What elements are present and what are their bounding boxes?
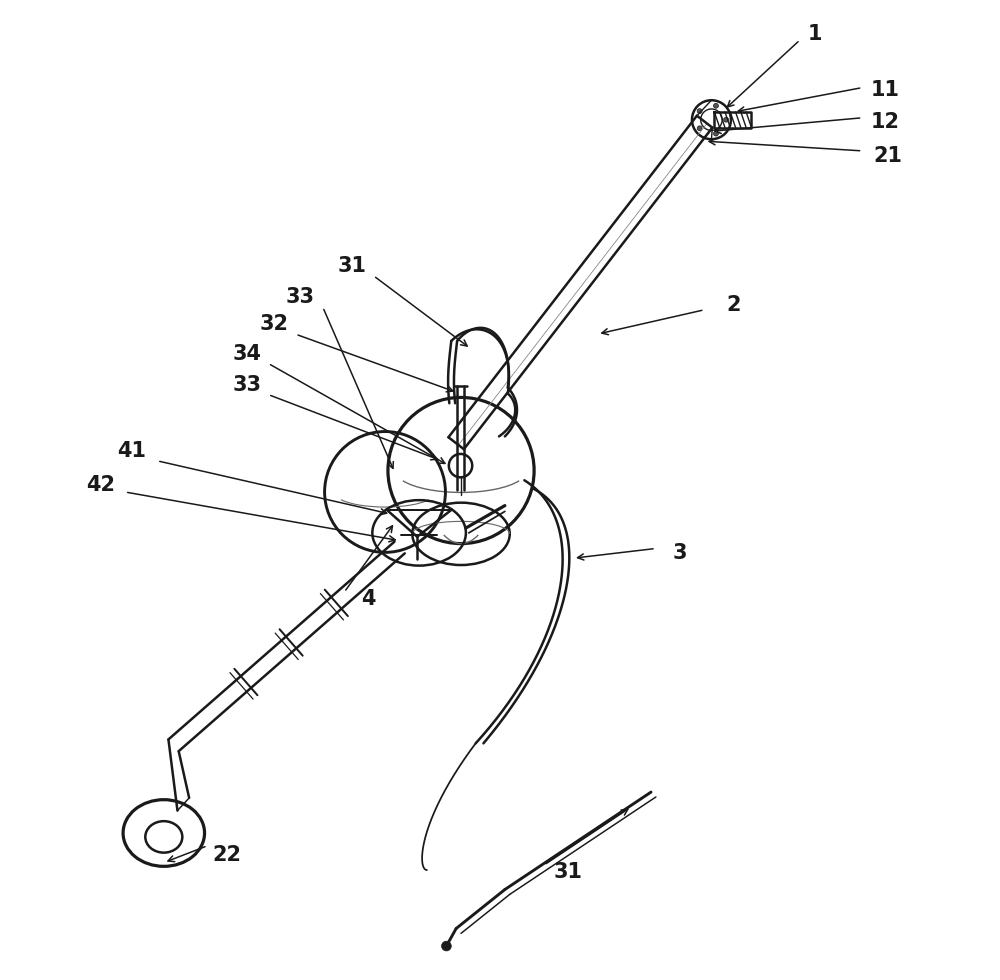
Text: 3: 3 — [673, 543, 688, 564]
Text: 4: 4 — [361, 589, 376, 610]
Text: 1: 1 — [807, 24, 822, 44]
Text: 2: 2 — [727, 295, 741, 315]
Text: 31: 31 — [337, 256, 366, 276]
Text: 21: 21 — [873, 146, 902, 166]
Text: 42: 42 — [86, 475, 115, 495]
Text: 34: 34 — [232, 344, 261, 364]
Text: 33: 33 — [232, 374, 261, 395]
Circle shape — [697, 125, 702, 130]
Circle shape — [442, 941, 451, 951]
Text: 33: 33 — [286, 287, 315, 307]
Circle shape — [724, 118, 729, 122]
Text: 32: 32 — [259, 315, 288, 334]
Circle shape — [714, 131, 718, 136]
Circle shape — [697, 109, 702, 114]
Text: 22: 22 — [213, 846, 242, 865]
Circle shape — [714, 103, 718, 108]
Text: 11: 11 — [870, 80, 899, 101]
Text: 31: 31 — [554, 862, 583, 882]
Text: 12: 12 — [870, 112, 899, 131]
Text: 41: 41 — [117, 441, 146, 461]
